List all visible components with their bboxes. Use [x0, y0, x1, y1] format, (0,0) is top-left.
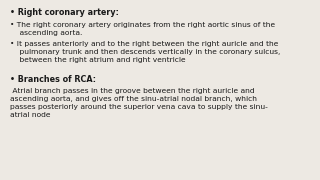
Text: • The right coronary artery originates from the right aortic sinus of the
    as: • The right coronary artery originates f…: [10, 22, 275, 37]
Text: • It passes anteriorly and to the right between the right auricle and the
    pu: • It passes anteriorly and to the right …: [10, 41, 280, 63]
Text: • Branches of RCA:: • Branches of RCA:: [10, 75, 96, 84]
Text: • Right coronary artery:: • Right coronary artery:: [10, 8, 118, 17]
Text: Atrial branch passes in the groove between the right auricle and
ascending aorta: Atrial branch passes in the groove betwe…: [10, 88, 268, 118]
